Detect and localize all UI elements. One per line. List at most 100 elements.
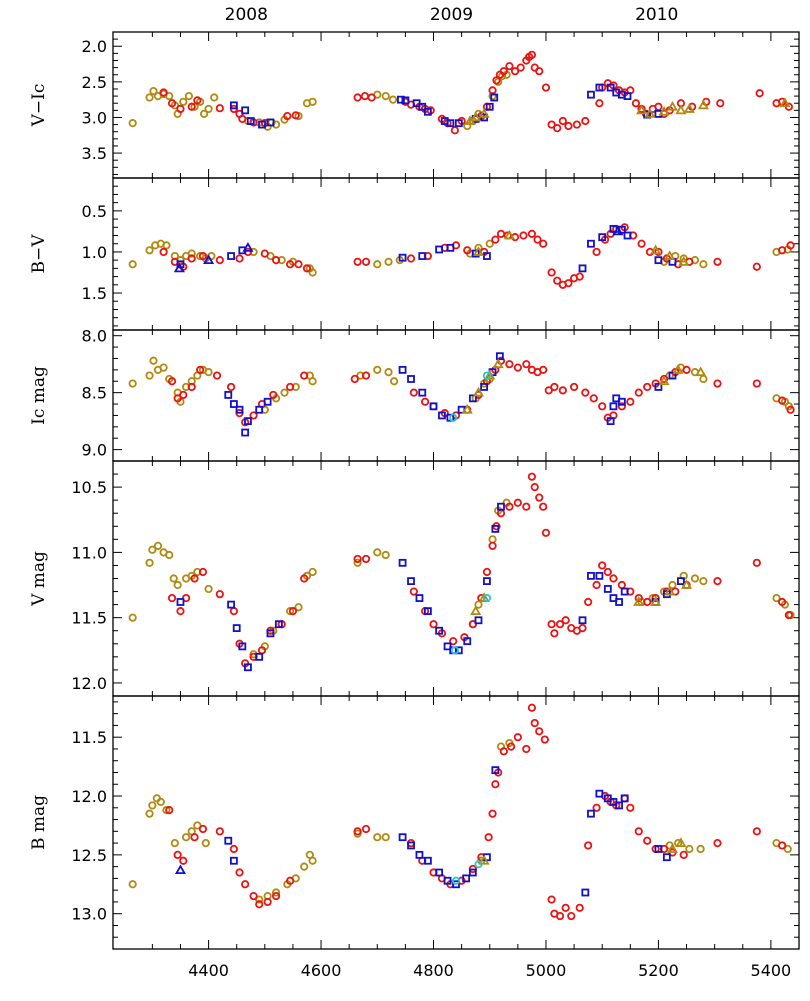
data-point-circle [381, 550, 390, 560]
data-point-triangle [779, 97, 791, 108]
data-point-square [474, 616, 483, 625]
data-point-square [398, 365, 407, 374]
data-point-square [398, 558, 407, 567]
y-tick-label: 13.0 [71, 905, 107, 924]
data-point-circle [159, 247, 168, 257]
data-point-square [623, 231, 632, 240]
panel-3: 8.0 8.5 9.0 Ic mag [29, 327, 800, 462]
data-point-circle [286, 260, 295, 269]
data-point-circle [390, 377, 399, 386]
data-point-circle [699, 374, 708, 384]
data-points [128, 223, 795, 289]
data-point-circle [373, 833, 382, 842]
data-point-circle [204, 104, 213, 114]
data-point-circle [492, 76, 501, 85]
data-point-square [578, 264, 587, 273]
data-point-circle [179, 856, 188, 865]
data-point-circle [522, 744, 531, 754]
data-point-square [415, 594, 424, 602]
data-point-circle [406, 254, 416, 263]
data-point-circle [626, 397, 635, 406]
data-point-square [398, 833, 407, 842]
data-point-circle [682, 365, 691, 374]
data-point-square [452, 880, 460, 889]
data-point-circle [679, 850, 688, 859]
data-point-triangle [478, 854, 490, 865]
data-point-circle [181, 593, 191, 603]
data-point-circle [145, 809, 154, 818]
data-point-circle [584, 841, 593, 850]
data-point-circle [229, 607, 238, 616]
data-point-square [224, 836, 233, 845]
data-point-circle [381, 91, 390, 101]
data-point-triangle [478, 108, 490, 118]
data-point-circle [575, 272, 584, 281]
data-point-circle [308, 377, 317, 386]
y-tick-label: 3.0 [82, 108, 107, 127]
data-point-circle [255, 895, 264, 904]
data-point-circle [634, 388, 643, 397]
y-tick-label: 12.5 [71, 846, 107, 865]
data-point-square [578, 616, 587, 625]
data-point-circle [513, 733, 522, 742]
data-point-circle [308, 856, 317, 865]
data-point-circle [505, 62, 514, 71]
data-point-circle [468, 620, 477, 629]
data-point-circle [249, 411, 258, 420]
data-point-circle [271, 256, 281, 265]
data-point-circle [505, 502, 514, 511]
data-point-circle [162, 806, 171, 815]
data-point-circle [249, 891, 258, 901]
data-point-square [587, 239, 595, 248]
data-point-square [497, 502, 505, 511]
data-point-square [229, 400, 238, 408]
x-tick-label: 4800 [413, 961, 454, 980]
data-point-circle [584, 597, 593, 607]
data-point-circle [752, 827, 761, 836]
data-point-triangle [470, 605, 482, 616]
data-point-square [238, 642, 247, 651]
data-point-square [615, 598, 623, 606]
data-point-square [617, 397, 626, 406]
data-point-circle [752, 262, 761, 271]
data-point-circle [592, 247, 601, 257]
x-tick-label: 4400 [188, 961, 229, 980]
y-axis-label: Ic mag [29, 366, 49, 425]
data-point-circle [592, 803, 601, 812]
data-point-circle [212, 371, 222, 380]
data-point-circle [286, 607, 295, 616]
x-tick-label: 5400 [751, 961, 792, 980]
data-point-circle [384, 368, 393, 377]
data-point-circle [190, 574, 199, 583]
data-point-circle [353, 257, 362, 266]
panel-frame [112, 695, 800, 950]
data-point-circle [513, 363, 522, 372]
y-axis-label: B−V [29, 234, 49, 274]
data-point-circle [595, 99, 604, 108]
data-point-circle [198, 251, 208, 261]
panel-5: 11.5 12.0 12.5 13.0 B mag [29, 695, 800, 950]
data-point-triangle [695, 366, 707, 377]
data-point-circle [128, 880, 137, 889]
data-point-square [454, 119, 463, 128]
data-point-circle [463, 246, 472, 255]
data-point-square [227, 600, 235, 609]
data-point-circle [535, 493, 544, 502]
panels: 2.0 2.5 3.0 3.5 V−Ic 0.5 1.0 1.5 B−V 8.0 8.5 9.0 Ic … [29, 31, 800, 950]
data-point-circle [184, 91, 194, 101]
data-point-circle [280, 388, 289, 397]
data-point-square [229, 856, 238, 865]
data-point-circle [491, 780, 500, 789]
data-point-circle [654, 247, 663, 257]
data-point-circle [286, 876, 295, 885]
data-point-square [266, 629, 275, 638]
data-point-triangle [612, 225, 624, 236]
data-point-circle [533, 235, 542, 244]
data-point-triangle [173, 262, 185, 273]
data-point-circle [643, 382, 652, 392]
data-point-square [407, 375, 415, 383]
y-tick-label: 2.5 [82, 73, 107, 92]
data-point-circle [128, 613, 137, 622]
data-point-circle [128, 119, 137, 128]
data-point-circle [420, 397, 430, 406]
